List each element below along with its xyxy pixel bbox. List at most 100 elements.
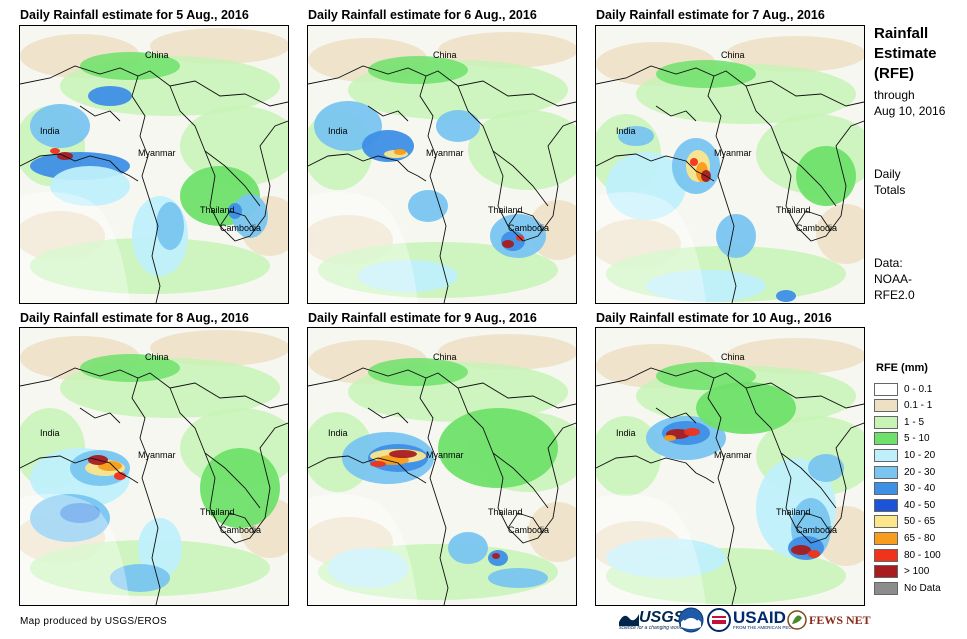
country-border [707,377,737,605]
rainfall-map-6: China India Myanmar Thailand Cambodia [595,327,865,606]
legend-title: RFE (mm) [876,362,928,374]
panel-title-5: Daily Rainfall estimate for 9 Aug., 2016 [308,311,537,325]
legend-swatch [874,498,898,512]
country-border [596,455,715,484]
place-label-thailand: Thailand [776,205,811,215]
place-label-india: India [616,428,636,438]
panel-title-1: Daily Rainfall estimate for 5 Aug., 2016 [20,8,249,22]
rainfall-map-svg: China India Myanmar Thailand Cambodia [308,328,576,605]
fews-net-logo: FEWS NET [787,606,871,634]
map-credit: Map produced by USGS/EROS [20,616,168,627]
country-border [169,387,288,544]
country-border [219,512,256,534]
place-label-china: China [433,50,457,60]
country-border [795,512,832,534]
country-border [795,210,832,232]
country-border [780,150,837,207]
rainfall-map-svg: China India Myanmar Thailand Cambodia [308,26,576,303]
place-label-myanmar: Myanmar [426,148,464,158]
usgs-wave-icon [619,613,639,626]
legend-label: 20 - 30 [904,466,936,478]
legend-swatch [874,382,898,396]
place-label-india: India [616,126,636,136]
country-border [596,367,864,409]
rainfall-map-2: China India Myanmar Thailand Cambodia [307,25,577,304]
place-label-china: China [145,50,169,60]
legend-label: No Data [904,582,941,594]
legend-item: 50 - 65 [874,514,935,530]
legend-swatch [874,581,898,595]
country-border [308,455,427,484]
country-border [131,75,161,303]
country-border [308,367,576,409]
panel-title-3: Daily Rainfall estimate for 7 Aug., 2016 [596,8,825,22]
legend-item: 1 - 5 [874,414,924,430]
place-label-china: China [721,352,745,362]
legend-label: 80 - 100 [904,549,941,561]
legend-item: 20 - 30 [874,464,935,480]
place-label-india: India [40,428,60,438]
legend-swatch [874,399,898,413]
panel-title-6: Daily Rainfall estimate for 10 Aug., 201… [596,311,832,325]
usaid-logo: USAID FROM THE AMERICAN PEOPLE [707,606,800,634]
country-border [79,407,121,424]
country-border [204,150,261,207]
country-border [20,455,139,484]
rainfall-map-svg: China India Myanmar Thailand Cambodia [596,328,864,605]
legend-swatch [874,548,898,562]
legend-label: > 100 [904,566,930,578]
country-border [707,75,737,303]
country-border [457,387,576,544]
country-border [745,387,864,544]
country-border [507,210,544,232]
legend-item: 40 - 50 [874,497,935,513]
noaa-logo [678,606,704,634]
legend-swatch [874,448,898,462]
country-border [169,85,288,242]
legend-swatch [874,515,898,529]
legend-label: 1 - 5 [904,416,925,428]
place-label-myanmar: Myanmar [714,148,752,158]
place-label-thailand: Thailand [200,205,235,215]
through-date: through Aug 10, 2016 [874,88,946,118]
legend-swatch [874,565,898,579]
legend-label: 10 - 20 [904,449,936,461]
legend-item: > 100 [874,564,929,580]
legend-label: 0.1 - 1 [904,400,933,412]
country-border [780,452,837,509]
legend-item: 0 - 0.1 [874,381,932,397]
place-label-cambodia: Cambodia [220,525,261,535]
country-border [20,153,139,182]
rainfall-map-svg: China India Myanmar Thailand Cambodia [20,26,288,303]
daily-totals-label: Daily Totals [874,167,906,197]
country-border [20,367,288,409]
country-border [492,150,549,207]
data-source: Data: NOAA- RFE2.0 [874,256,915,302]
rainfall-map-1: China India Myanmar Thailand Cambodia [19,25,289,304]
legend-item: 10 - 20 [874,447,935,463]
legend-swatch [874,531,898,545]
country-border [596,153,715,182]
rainfall-map-3: China India Myanmar Thailand Cambodia [595,25,865,304]
country-border [457,85,576,242]
place-label-cambodia: Cambodia [508,223,549,233]
legend-label: 50 - 65 [904,516,936,528]
place-label-thailand: Thailand [488,507,523,517]
place-label-cambodia: Cambodia [220,223,261,233]
country-border [367,407,409,424]
legend-label: 30 - 40 [904,483,936,495]
place-label-china: China [145,352,169,362]
country-border [367,105,409,122]
place-label-india: India [40,126,60,136]
country-border [492,452,549,509]
country-border [204,452,261,509]
country-border [419,377,449,605]
noaa-icon [678,607,704,633]
legend-swatch [874,432,898,446]
place-label-cambodia: Cambodia [508,525,549,535]
place-label-thailand: Thailand [488,205,523,215]
country-border [308,65,576,107]
place-label-cambodia: Cambodia [796,525,837,535]
country-border [507,512,544,534]
country-border [308,153,427,182]
